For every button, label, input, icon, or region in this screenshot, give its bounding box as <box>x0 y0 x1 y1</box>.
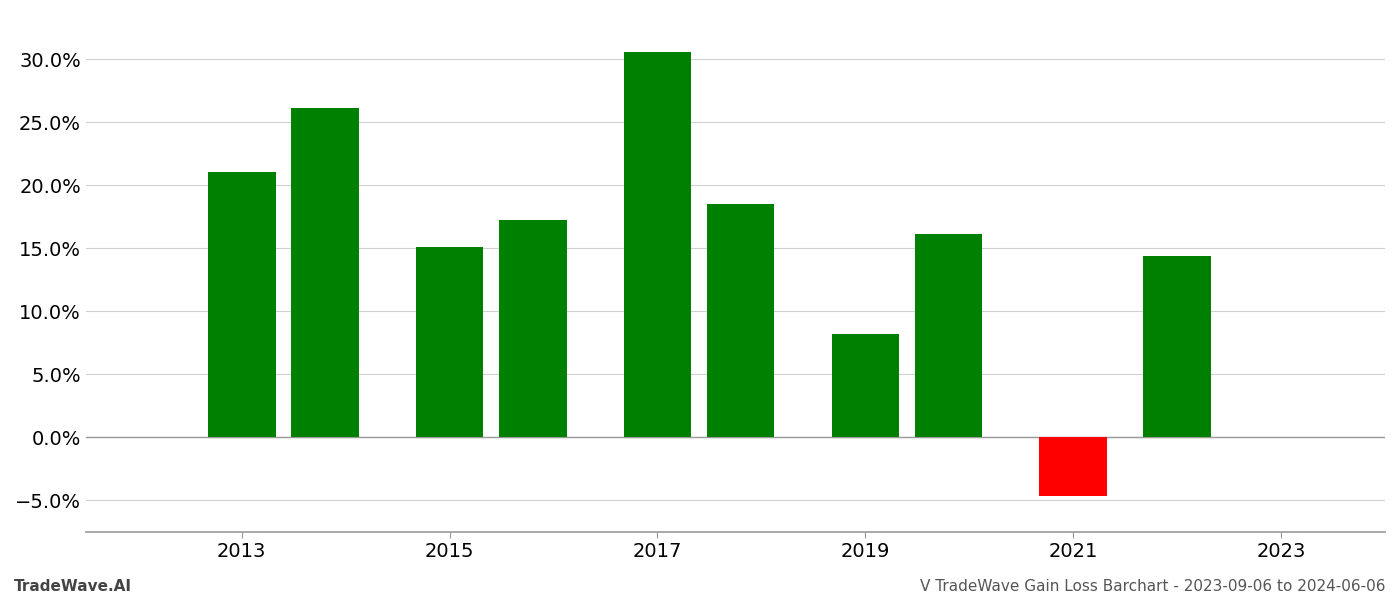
Bar <box>291 108 358 437</box>
Bar <box>914 234 983 437</box>
Bar <box>832 334 899 437</box>
Text: V TradeWave Gain Loss Barchart - 2023-09-06 to 2024-06-06: V TradeWave Gain Loss Barchart - 2023-09… <box>921 579 1386 594</box>
Text: TradeWave.AI: TradeWave.AI <box>14 579 132 594</box>
Bar <box>498 220 567 437</box>
Bar <box>624 52 692 437</box>
Bar <box>416 247 483 437</box>
Bar <box>707 204 774 437</box>
Bar <box>1039 437 1107 496</box>
Bar <box>1144 256 1211 437</box>
Bar <box>209 172 276 437</box>
